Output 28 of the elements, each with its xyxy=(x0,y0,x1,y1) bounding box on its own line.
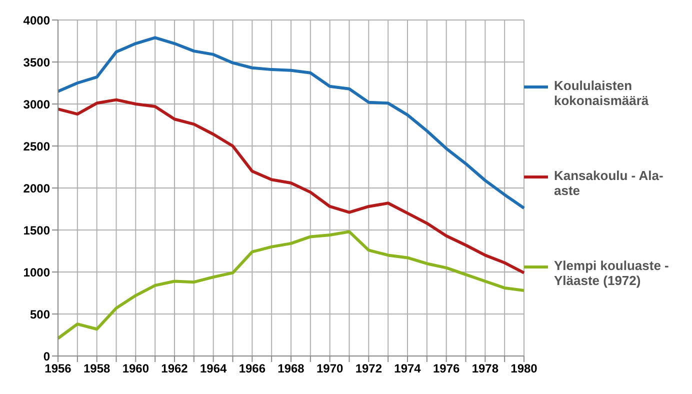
legend-label: Koululaisten kokonaismäärä xyxy=(554,78,650,108)
x-tick-label: 1968 xyxy=(278,362,305,376)
y-tick-label: 4000 xyxy=(23,13,50,28)
line-series xyxy=(56,36,526,210)
y-tick-label: 1500 xyxy=(23,223,50,238)
x-tick-label: 1962 xyxy=(161,362,188,376)
y-tick-label: 3500 xyxy=(23,55,50,70)
x-tick-label: 1978 xyxy=(472,362,499,376)
x-tick-label: 1972 xyxy=(355,362,382,376)
y-tick-label: 500 xyxy=(30,307,50,322)
y-tick-label: 3000 xyxy=(23,97,50,112)
x-tick-label: 1974 xyxy=(394,362,422,376)
x-tick-label: 1966 xyxy=(238,362,266,376)
x-tick-label: 1976 xyxy=(432,362,460,376)
line-series xyxy=(56,98,526,274)
x-tick-label: 1970 xyxy=(316,362,344,376)
x-tick-label: 1960 xyxy=(122,362,150,376)
x-tick-label: 1956 xyxy=(44,362,72,376)
x-tick-label: 1980 xyxy=(510,362,538,376)
y-tick-label: 1000 xyxy=(23,265,50,280)
y-tick-label: 2500 xyxy=(23,139,50,154)
legend-label: Ylempi kouluaste - Yläaste (1972) xyxy=(554,258,670,288)
y-tick-label: 0 xyxy=(43,349,50,364)
legend-label: Kansakoulu - Ala-aste xyxy=(554,168,664,198)
x-tick-label: 1958 xyxy=(83,362,111,376)
line-series xyxy=(56,230,526,340)
y-tick-label: 2000 xyxy=(23,181,50,196)
x-tick-label: 1964 xyxy=(200,362,228,376)
